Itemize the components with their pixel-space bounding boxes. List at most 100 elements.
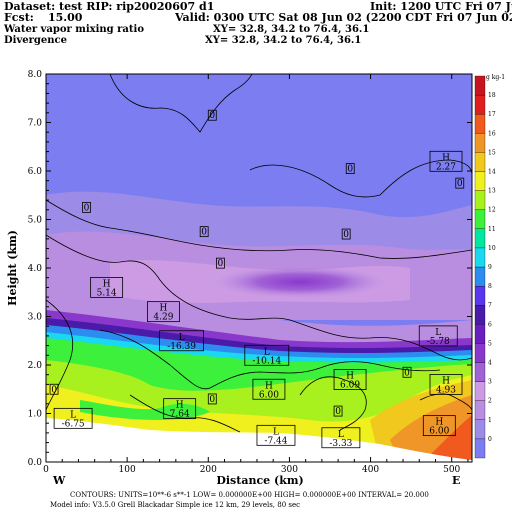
y-tick-label: 1.0 [28,410,43,420]
header-init: Init: 1200 UTC Fri 07 Jun 02 [370,0,512,13]
colorbar-swatch [474,381,486,401]
colorbar-swatch [474,152,486,172]
extremum-kind: H [176,401,184,411]
extremum-low: L-10.14 [244,344,290,366]
zero-box [333,405,343,417]
extremum-kind: L [179,333,185,343]
colorbar-swatch [474,228,486,249]
extremum-value: 6.09 [340,381,360,391]
colorbar-label: 17 [488,111,496,118]
extremum-kind: H [346,372,354,382]
colorbar-label: 3 [488,379,492,386]
extremum-box [321,427,361,449]
colorbar-label: 15 [488,149,496,156]
zero-label: 0 [82,201,91,213]
extremum-value: -6.75 [62,419,85,429]
colorbar-swatch [474,75,486,96]
colorbar-swatch [474,94,486,115]
zero-contour-labels: 0 0 0 0 0 0 0 0 0 0 0 [49,109,465,417]
colorbar-label: 10 [488,245,496,252]
colorbar-swatch [474,343,486,363]
y-axis-title: Height (km) [6,230,19,306]
colorbar-swatch [474,114,486,134]
extremum-value: -3.33 [329,439,352,449]
extremum-high: H7.64 [163,398,197,420]
extremum-high: H6.00 [252,378,286,400]
colorbar-swatch [474,171,486,191]
y-tick-label: 2.0 [28,361,43,371]
extremum-value: 2.27 [436,162,456,172]
colorbar-label: 18 [488,92,496,99]
zero-text: 0 [209,395,215,405]
extremum-box [244,344,290,366]
extremum-box [422,415,456,437]
extremum-box [252,378,286,400]
extremum-value: 6.00 [259,390,279,400]
y-tick-label: 7.0 [28,119,43,129]
extremum-value: -16.39 [167,342,196,352]
x-tick-label: 500 [443,465,460,475]
zero-label: 0 [215,257,225,269]
extremum-box [163,398,197,420]
extremum-kind: H [435,418,443,428]
colorbar-swatch [474,305,486,325]
extremum-low: L-16.39 [159,330,205,352]
extremum-box [256,424,296,446]
colorbar-label: 14 [488,169,496,176]
x-axis-title: Distance (km) [216,474,303,487]
zero-box [49,383,59,395]
extremum-value: -5.78 [427,337,450,347]
extremum-kind: L [264,347,270,357]
y-tick-label: 5.0 [28,216,43,226]
extremum-box [90,276,124,298]
zero-text: 0 [347,165,353,175]
header-field1: Water vapor mixing ratio [3,24,144,35]
zero-text: 0 [335,407,341,417]
zero-label: 0 [341,228,351,240]
colorbar-swatch [474,133,486,153]
header-dataset: Dataset: test RIP: rip20020607 d1 [4,0,214,13]
extremum-low: L-5.78 [418,325,458,347]
zero-box [82,201,91,213]
header-fcst-value: 15.00 [48,11,83,24]
zero-box [199,226,209,238]
header-xy2: XY= 32.8, 34.2 to 76.4, 36.1 [205,35,361,46]
zero-label: 0 [207,109,217,121]
extremum-high: H4.93 [429,373,463,395]
colorbar-unit: g kg-1 [486,74,505,81]
header-valid: Valid: 0300 UTC Sat 08 Jun 02 (2200 CDT … [174,11,512,24]
colorbar-swatch [474,266,486,287]
extremum-value: -7.44 [264,436,287,446]
x-tick-label: 400 [362,465,379,475]
colorbar-label: 9 [488,264,492,271]
extremum-kind: H [159,304,167,314]
footer-model-info: Model info: V3.5.0 Grell Blackadar Simpl… [50,501,300,509]
zero-box [402,366,412,378]
extremum-high: H6.09 [333,369,367,391]
colorbar-label: 7 [488,302,492,309]
extremum-value: -10.14 [252,356,281,366]
zero-label: 0 [345,163,355,175]
zero-box [345,163,355,174]
colorbar-swatch [474,285,486,306]
extremum-value: 7.64 [170,410,190,420]
colorbar-swatch [474,419,486,440]
zero-text: 0 [218,259,224,269]
extremum-kind: H [265,381,273,391]
zero-text: 0 [84,203,90,213]
x-axis-east-label: E [452,474,460,487]
extremum-kind: H [442,153,450,163]
extremum-kind: L [435,328,441,338]
contour-lines [46,74,472,433]
extremum-high: H4.29 [147,301,180,323]
zero-label: 0 [199,226,209,238]
extremum-low: L-6.75 [53,407,93,429]
extremum-kind: H [442,376,450,386]
colorbar-label: 12 [488,207,496,214]
colorbar-swatch [474,400,486,420]
colorbar-label: 1 [488,417,492,424]
colorbar-label: 2 [488,398,492,405]
extremum-low: L-7.44 [256,424,296,446]
